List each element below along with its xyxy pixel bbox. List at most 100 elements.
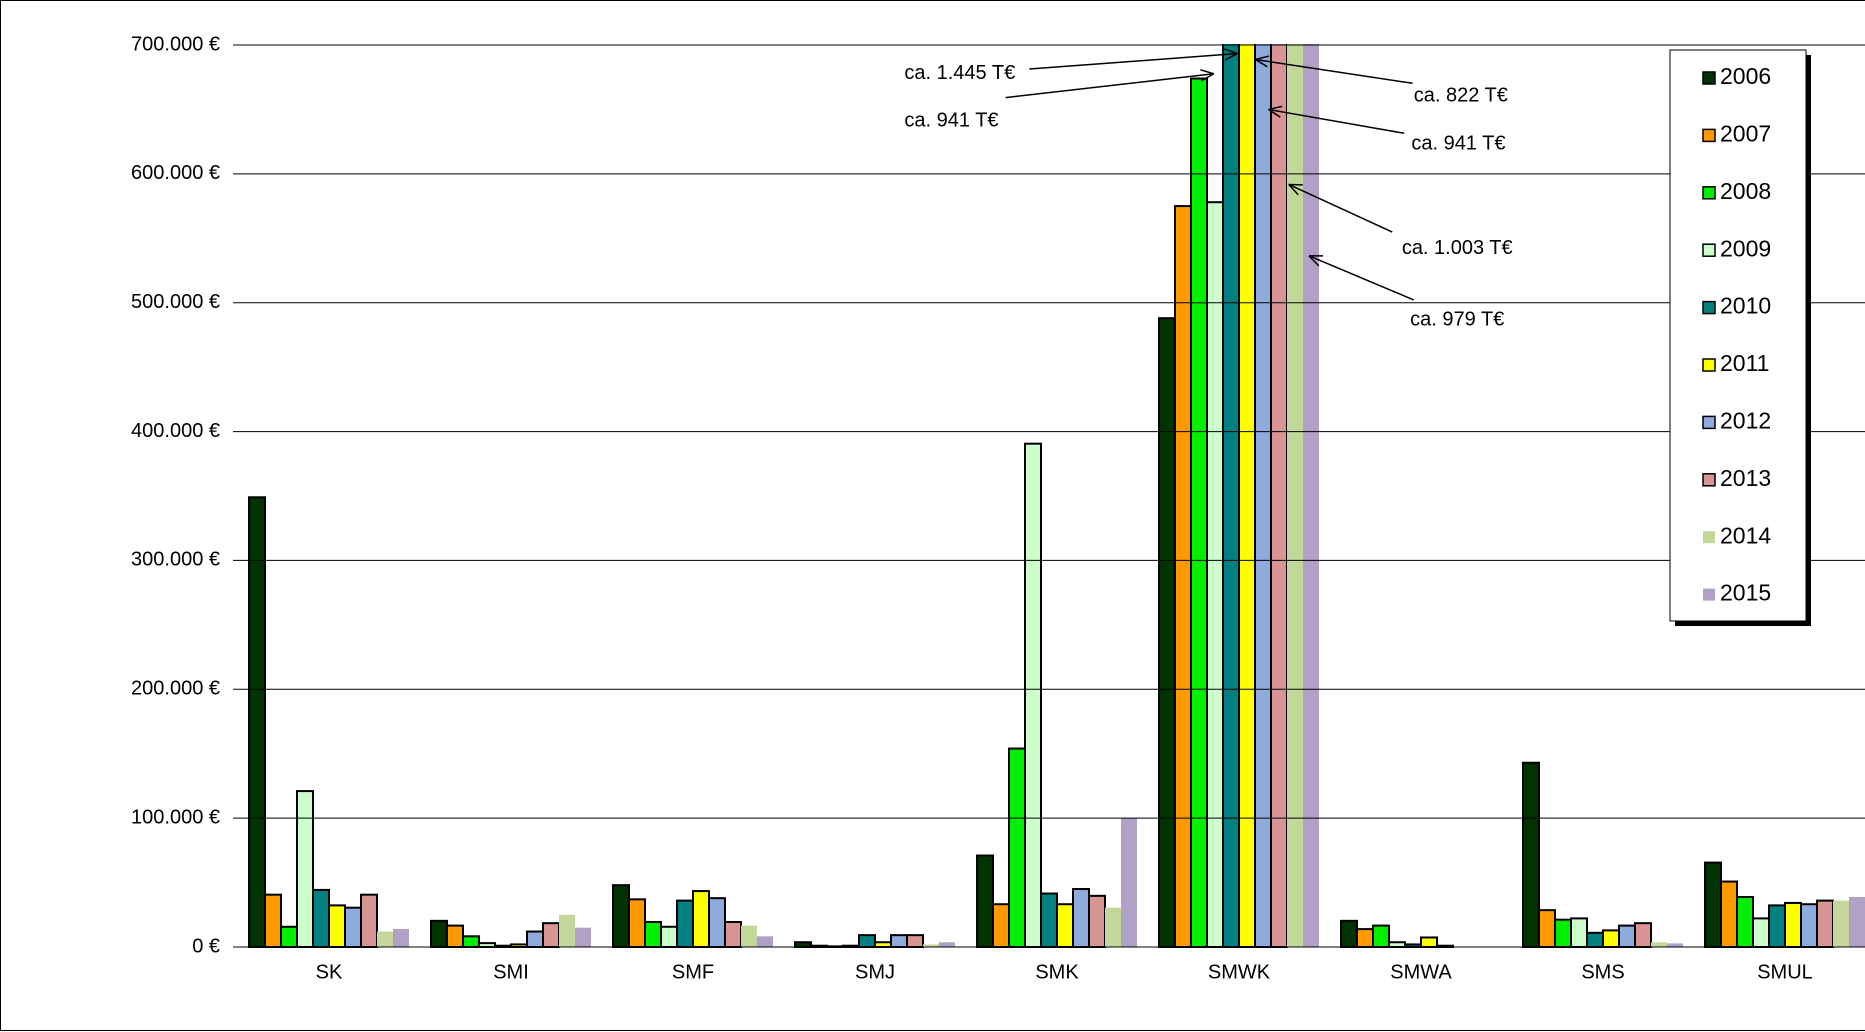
y-tick-label: 600.000 € — [131, 162, 220, 184]
bar — [360, 893, 378, 949]
annotation: ca. 941 T€ — [1411, 132, 1505, 154]
bar — [280, 925, 298, 948]
legend-label: 2010 — [1720, 293, 1771, 319]
bar — [1056, 903, 1074, 948]
y-tick-label: 400.000 € — [131, 420, 220, 442]
bar — [1287, 44, 1303, 947]
bar — [1784, 901, 1802, 948]
bar — [1618, 924, 1636, 949]
annotation-arrow — [1029, 52, 1238, 70]
bar — [1800, 903, 1818, 948]
bar — [676, 899, 694, 949]
arrow-head — [1288, 183, 1299, 196]
bar — [1667, 943, 1683, 947]
x-tick-label: SMJ — [855, 961, 895, 983]
bar — [1105, 907, 1121, 947]
legend-label: 2011 — [1720, 350, 1769, 376]
bar — [264, 893, 282, 949]
bar — [890, 934, 908, 948]
bar — [1303, 44, 1319, 948]
bar — [393, 928, 409, 947]
bar — [757, 936, 773, 947]
bar — [462, 935, 480, 949]
bar — [858, 934, 876, 948]
x-tick-label: SMF — [672, 961, 714, 983]
bar — [874, 941, 892, 949]
bar — [1736, 896, 1754, 948]
x-tick-label: SMI — [493, 961, 529, 983]
legend-label: 2008 — [1720, 178, 1771, 204]
bar — [377, 931, 393, 947]
bar — [1554, 918, 1572, 949]
legend-label: 2012 — [1720, 407, 1771, 433]
bar — [1720, 880, 1738, 949]
y-tick-label: 300.000 € — [131, 549, 220, 571]
annotation-arrow — [1308, 255, 1415, 301]
bar — [1816, 899, 1834, 949]
bar — [1222, 44, 1240, 948]
bar — [1602, 929, 1620, 949]
bar — [1388, 941, 1406, 949]
legend-swatch — [1702, 473, 1716, 487]
legend — [1669, 49, 1807, 622]
bar — [923, 944, 939, 947]
arrow-head — [1201, 73, 1215, 82]
bar — [1254, 44, 1272, 948]
y-tick-label: 700.000 € — [131, 33, 220, 55]
legend-swatch — [1702, 358, 1716, 372]
annotation-arrow — [1288, 183, 1393, 233]
bar — [1174, 205, 1192, 949]
arrow-head — [1268, 108, 1281, 118]
legend-swatch — [1702, 243, 1716, 257]
bar — [248, 496, 266, 948]
legend-label: 2006 — [1720, 63, 1771, 89]
arrow-head — [1200, 69, 1215, 75]
arrow-head — [1255, 55, 1270, 61]
annotation-arrow — [1268, 108, 1405, 135]
bar — [1356, 928, 1374, 949]
plot-area — [248, 44, 1865, 949]
bar — [1206, 201, 1224, 949]
bar — [1190, 77, 1208, 948]
legend-label: 2013 — [1720, 465, 1771, 491]
y-tick-label: 500.000 € — [131, 291, 220, 313]
legend-swatch — [1703, 588, 1715, 601]
bar — [344, 906, 362, 948]
bar — [1072, 888, 1090, 948]
legend-swatch — [1702, 186, 1716, 200]
bar — [1008, 747, 1026, 948]
x-tick-label: SMUL — [1757, 961, 1813, 983]
x-tick-label: SMK — [1035, 961, 1079, 983]
legend-swatch — [1702, 71, 1716, 85]
bar — [430, 919, 448, 948]
legend-swatch — [1702, 415, 1716, 430]
bar — [1040, 892, 1058, 949]
bar — [741, 925, 757, 947]
annotation: ca. 1.445 T€ — [904, 62, 1015, 84]
bar — [1024, 442, 1042, 948]
x-tick-label: SMWK — [1208, 961, 1271, 983]
annotation-arrow — [1005, 73, 1214, 99]
bar — [1121, 818, 1137, 947]
bar — [1833, 900, 1849, 947]
x-tick-label: SMWA — [1390, 961, 1452, 983]
bar — [296, 790, 314, 949]
arrow-head — [1308, 255, 1320, 267]
arrow-head — [1224, 52, 1238, 61]
bar — [559, 914, 575, 947]
annotation: ca. 1.003 T€ — [1402, 237, 1513, 259]
bar — [446, 924, 464, 949]
bar — [1340, 919, 1358, 948]
arrow-head — [1224, 48, 1238, 55]
bar — [1704, 861, 1722, 948]
annotation-arrow — [1255, 58, 1413, 85]
annotation: ca. 979 T€ — [1410, 308, 1504, 330]
legend-label: 2014 — [1720, 522, 1771, 548]
bar — [612, 884, 630, 948]
bar — [1586, 931, 1604, 949]
bar — [1372, 924, 1390, 949]
legend-label: 2007 — [1720, 120, 1771, 146]
annotation: ca. 941 T€ — [904, 110, 998, 132]
bar — [1768, 904, 1786, 949]
legend-swatch — [1703, 531, 1715, 544]
